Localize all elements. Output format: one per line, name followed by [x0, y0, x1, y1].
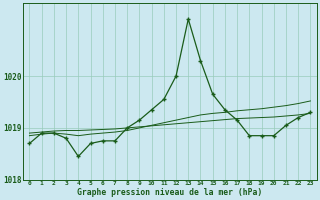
X-axis label: Graphe pression niveau de la mer (hPa): Graphe pression niveau de la mer (hPa) [77, 188, 263, 197]
